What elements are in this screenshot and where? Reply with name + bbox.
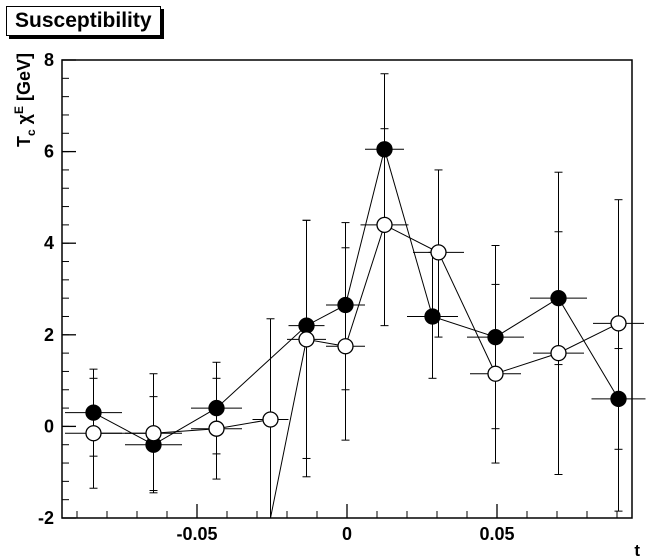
data-points <box>85 141 627 453</box>
axes-layer: -2 0 2 4 6 8 -0.05 0 0.05 <box>38 50 618 544</box>
y-tick-label: 0 <box>44 416 54 436</box>
x-tick-label: 0.05 <box>479 524 514 544</box>
filled-data-point <box>376 141 393 158</box>
svg-text:Tc χE [GeV]: Tc χE [GeV] <box>12 53 38 147</box>
y-tick-label: 4 <box>44 233 54 253</box>
filled-data-point <box>85 404 102 421</box>
open-data-point <box>145 425 162 442</box>
series-lines <box>93 147 619 519</box>
chart-title: Susceptibility <box>6 6 161 36</box>
x-tick-label: 0 <box>342 524 352 544</box>
x-axis-label: t <box>634 541 640 558</box>
open-data-point <box>550 344 567 362</box>
filled-data-point <box>610 390 627 408</box>
open-data-point <box>376 216 393 234</box>
filled-data-point <box>298 317 315 334</box>
series-2-line <box>93 224 619 519</box>
open-data-point <box>298 331 315 348</box>
open-data-point <box>208 420 225 437</box>
y-axis-label: Tc χE [GeV] <box>12 53 38 147</box>
x-tick-label: -0.05 <box>176 524 217 544</box>
y-tick-label: 2 <box>44 325 54 345</box>
filled-data-point <box>208 399 225 417</box>
filled-data-point <box>424 308 441 325</box>
y-tick-label: 8 <box>44 50 54 70</box>
open-data-point <box>487 365 504 382</box>
filled-data-point <box>487 328 504 346</box>
open-data-point <box>610 315 627 332</box>
open-data-point <box>262 411 279 428</box>
filled-data-point <box>337 296 354 314</box>
open-data-point <box>337 338 354 355</box>
filled-data-point <box>550 290 567 307</box>
open-data-point <box>430 244 447 261</box>
y-tick-label: 6 <box>44 142 54 162</box>
y-tick-label: -2 <box>38 508 54 528</box>
open-data-point <box>85 425 102 442</box>
series-1-line <box>93 147 619 446</box>
